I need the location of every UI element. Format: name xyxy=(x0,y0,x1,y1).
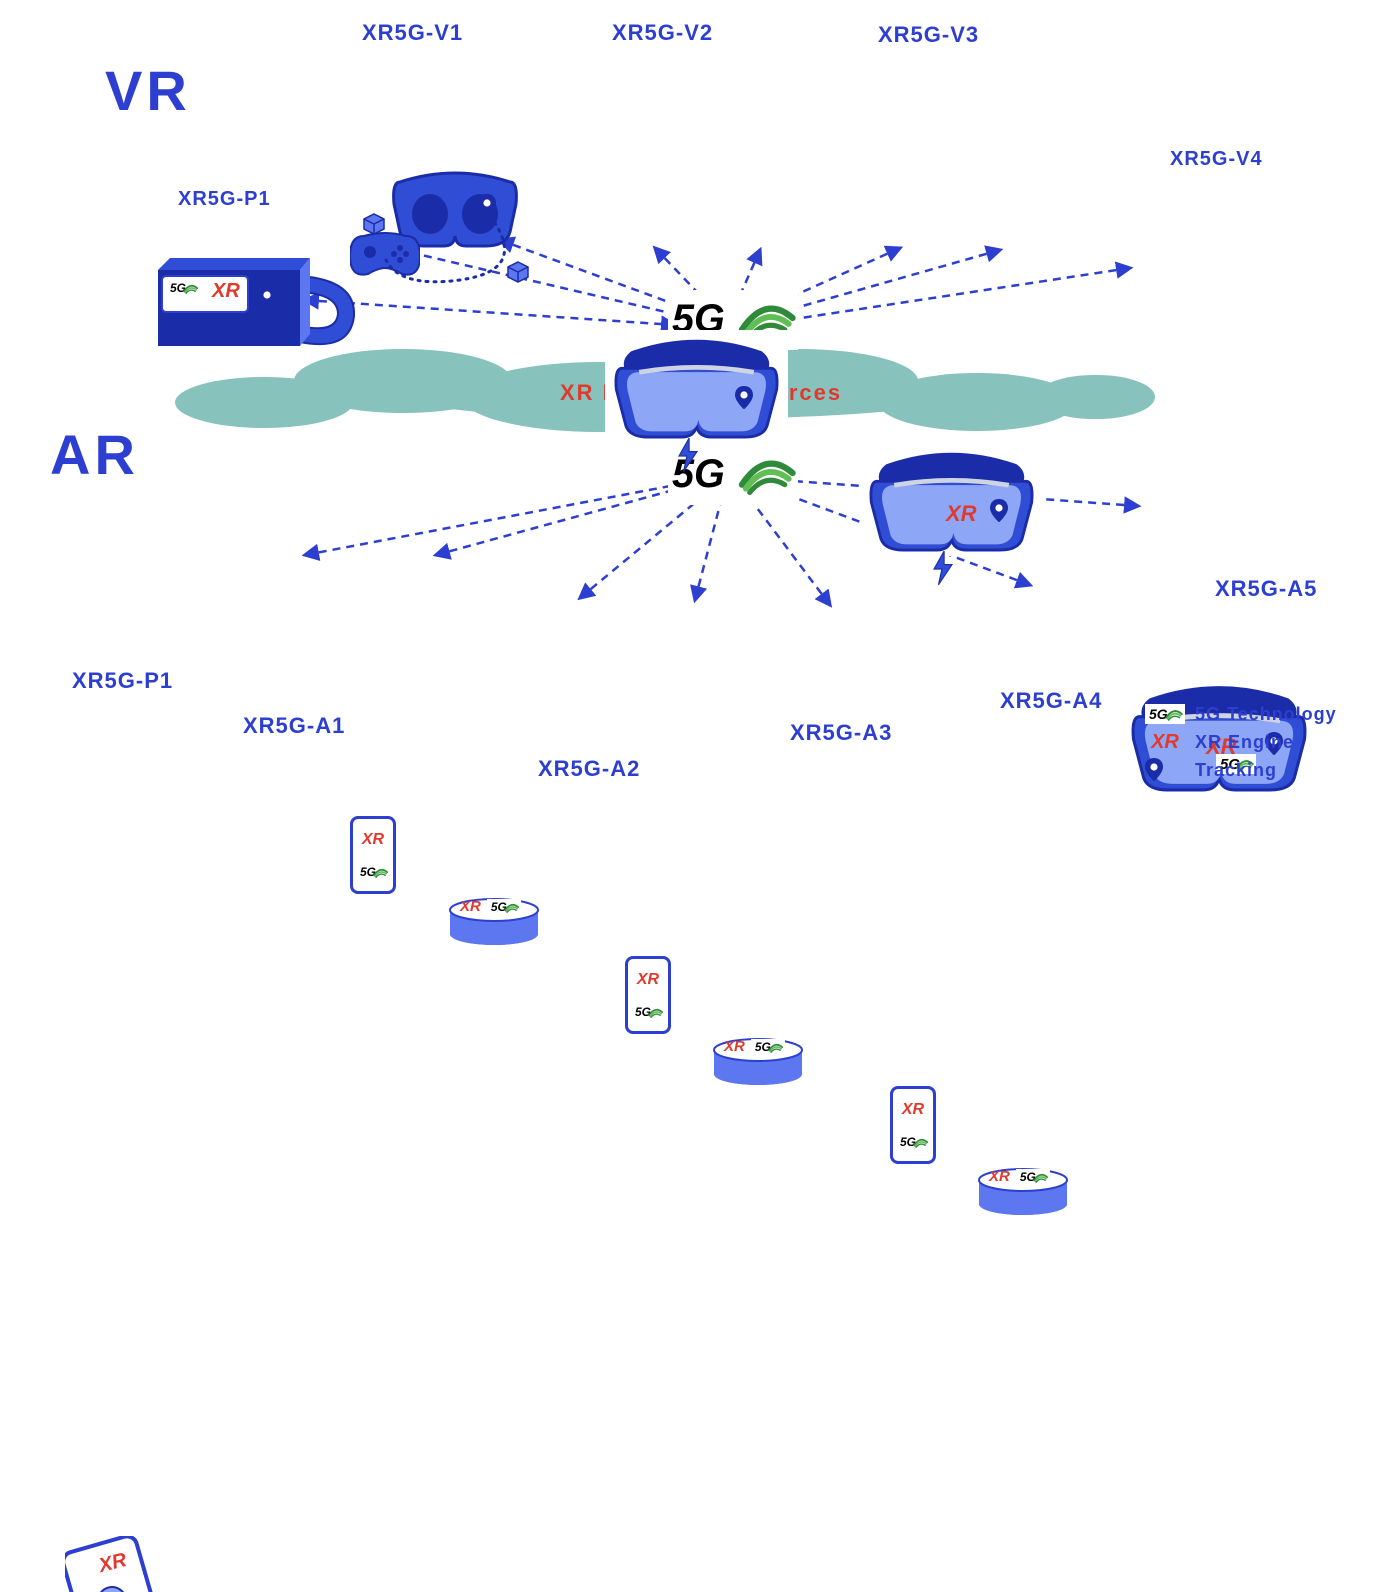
legend-track-label: Tracking xyxy=(1195,756,1277,784)
node-vr-v1 xyxy=(350,160,540,310)
label-a4: XR5G-A4 xyxy=(1000,688,1102,714)
label-v2: XR5G-V2 xyxy=(612,20,713,46)
legend-5g-label: 5G Technology xyxy=(1195,700,1337,728)
label-v4: XR5G-V4 xyxy=(1170,148,1263,171)
legend-row-xr: XR XR Engine xyxy=(1145,728,1337,756)
node-ar-p1: XR5G xyxy=(65,1536,195,1592)
label-a1: XR5G-A1 xyxy=(243,713,345,739)
label-a5: XR5G-A5 xyxy=(1215,576,1317,602)
label-a2: XR5G-A2 xyxy=(538,756,640,782)
legend-row-tracking: Tracking xyxy=(1145,756,1337,784)
fiveg-icon: 5G xyxy=(1145,704,1185,724)
legend: 5G 5G Technology XR XR Engine Tracking xyxy=(1145,700,1337,784)
legend-row-5g: 5G 5G Technology xyxy=(1145,700,1337,728)
node-v1-phone: XR5G xyxy=(350,816,396,894)
legend-xr-icon: XR xyxy=(1145,728,1185,756)
tracking-icon xyxy=(1145,758,1185,781)
label-p1_ar: XR5G-P1 xyxy=(72,668,173,694)
label-v1: XR5G-V1 xyxy=(362,20,463,46)
legend-xr-label: XR Engine xyxy=(1195,728,1294,756)
node-vr-v3: XR xyxy=(860,443,1043,556)
label-p1_vr: XR5G-P1 xyxy=(178,188,271,211)
node-v2-phone: XR5G xyxy=(625,956,671,1034)
node-v3-puck: XR5G xyxy=(975,1164,1071,1216)
node-vr-v2 xyxy=(605,330,788,443)
label-v3: XR5G-V3 xyxy=(878,22,979,48)
node-v1-puck: XR5G xyxy=(446,894,542,946)
vr-section-title: VR xyxy=(105,58,191,123)
ar-section-title: AR xyxy=(50,422,139,487)
node-v2-puck: XR5G xyxy=(710,1034,806,1086)
node-v3-phone: XR5G xyxy=(890,1086,936,1164)
node-vr-p1: 5GXR xyxy=(150,230,360,360)
label-a3: XR5G-A3 xyxy=(790,720,892,746)
